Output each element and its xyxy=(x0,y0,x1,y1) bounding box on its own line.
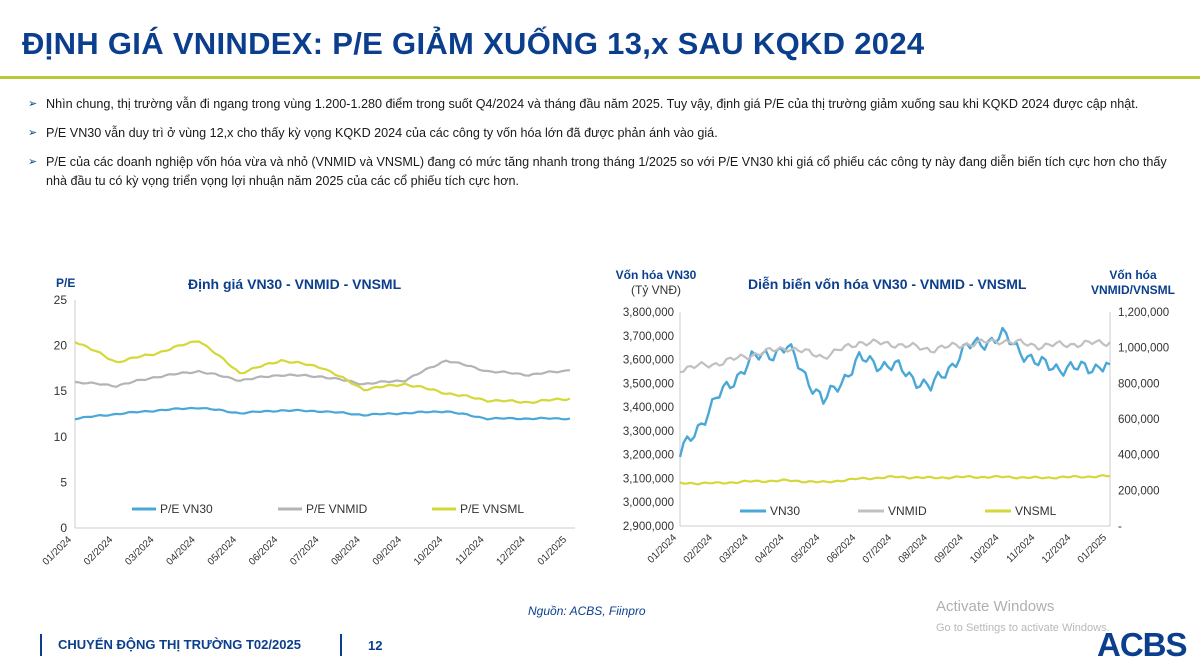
series-line-p-e-vn30 xyxy=(74,406,571,421)
title-divider xyxy=(0,76,1200,79)
bullet-text: Nhìn chung, thị trường vẫn đi ngang tron… xyxy=(46,97,1139,111)
x-tick-label: 01/2024 xyxy=(646,532,680,566)
left-y-tick-label: 3,700,000 xyxy=(623,331,674,343)
x-tick-label: 01/2025 xyxy=(536,534,570,568)
left-y-tick-label: 3,100,000 xyxy=(623,473,674,485)
bullet-item: ➢ Nhìn chung, thị trường vẫn đi ngang tro… xyxy=(28,95,1178,114)
x-tick-label: 12/2024 xyxy=(1040,532,1074,566)
chart1-title: Định giá VN30 - VNMID - VNSML xyxy=(188,276,402,292)
bullet-item: ➢ P/E của các doanh nghiệp vốn hóa vừa và… xyxy=(28,153,1178,191)
x-tick-label: 06/2024 xyxy=(825,532,859,566)
x-tick-label: 05/2024 xyxy=(206,534,240,568)
x-tick-label: 10/2024 xyxy=(412,534,446,568)
y-tick-label: 5 xyxy=(60,475,67,489)
activation-watermark-title: Activate Windows xyxy=(936,598,1055,615)
x-tick-label: 04/2024 xyxy=(753,532,787,566)
x-tick-label: 09/2024 xyxy=(932,532,966,566)
market-cap-chart: 2,900,000 3,000,000 3,100,000 3,200,000 3,30… xyxy=(623,307,1169,566)
series-line-vnsml xyxy=(679,474,1110,486)
left-y-tick-label: 3,800,000 xyxy=(623,307,674,319)
x-tick-label: 01/2025 xyxy=(1076,532,1110,566)
y-tick-label: 15 xyxy=(54,384,68,398)
footer-divider xyxy=(40,634,42,656)
left-y-tick-label: 3,600,000 xyxy=(623,355,674,367)
arrow-bullet-icon: ➢ xyxy=(28,127,38,139)
footer-title: CHUYỂN ĐỘNG THỊ TRƯỜNG T02/2025 xyxy=(58,637,301,652)
left-y-tick-label: 2,900,000 xyxy=(623,521,674,533)
chart2-ylabel-right-line2: VNMID/VNSML xyxy=(1091,283,1175,297)
x-tick-label: 02/2024 xyxy=(682,532,716,566)
x-tick-label: 06/2024 xyxy=(247,534,281,568)
x-tick-label: 11/2024 xyxy=(454,534,487,567)
source-note: Nguồn: ACBS, Fiinpro xyxy=(528,604,646,618)
chart2-title: Diễn biến vốn hóa VN30 - VNMID - VNSML xyxy=(748,276,1027,292)
series-line-vnmid xyxy=(679,338,1111,374)
y-tick-label: 25 xyxy=(54,293,68,307)
page-title: ĐỊNH GIÁ VNINDEX: P/E GIẢM XUỐNG 13,x SA… xyxy=(22,26,925,61)
legend-label: P/E VN30 xyxy=(160,502,213,516)
chart2-ylabel-right-line1: Vốn hóa xyxy=(1109,268,1157,282)
right-y-tick-label: - xyxy=(1118,521,1122,533)
x-tick-label: 07/2024 xyxy=(288,534,322,568)
arrow-bullet-icon: ➢ xyxy=(28,98,38,110)
left-y-tick-label: 3,400,000 xyxy=(623,402,674,414)
y-tick-label: 10 xyxy=(54,430,68,444)
legend-label: VNSML xyxy=(1015,504,1057,518)
bullet-text: P/E VN30 vẫn duy trì ở vùng 12,x cho thấ… xyxy=(46,126,718,140)
right-y-tick-label: 200,000 xyxy=(1118,485,1160,497)
x-tick-label: 07/2024 xyxy=(861,532,895,566)
right-y-tick-label: 800,000 xyxy=(1118,378,1160,390)
chart1-ylabel: P/E xyxy=(56,276,76,290)
pe-chart: 0 5 10 15 20 25 01/2024 02/2024 03/2024 04/2024 05… xyxy=(41,293,575,568)
legend-label: P/E VNMID xyxy=(306,502,368,516)
x-tick-label: 08/2024 xyxy=(897,532,931,566)
x-tick-label: 01/2024 xyxy=(41,534,75,568)
acbs-logo: ACBS xyxy=(1097,626,1188,663)
x-tick-label: 10/2024 xyxy=(968,532,1002,566)
left-y-tick-label: 3,200,000 xyxy=(623,450,674,462)
x-tick-label: 03/2024 xyxy=(123,534,157,568)
right-y-tick-label: 1,200,000 xyxy=(1118,307,1169,319)
x-tick-label: 02/2024 xyxy=(82,534,116,568)
x-tick-label: 09/2024 xyxy=(371,534,405,568)
legend-label: VNMID xyxy=(888,504,927,518)
x-tick-label: 04/2024 xyxy=(165,534,199,568)
right-y-tick-label: 1,000,000 xyxy=(1118,343,1169,355)
x-tick-label: 03/2024 xyxy=(717,532,751,566)
chart2-ylabel-left-line1: Vốn hóa VN30 xyxy=(615,268,697,282)
right-y-tick-label: 600,000 xyxy=(1118,414,1160,426)
right-y-tick-label: 400,000 xyxy=(1118,450,1160,462)
chart2-ylabel-left: Vốn hóa VN30 (Tỷ VNĐ) xyxy=(606,268,706,298)
bullet-list: ➢ Nhìn chung, thị trường vẫn đi ngang tro… xyxy=(28,95,1178,201)
page-number: 12 xyxy=(368,638,383,653)
chart2-ylabel-left-line2: (Tỷ VNĐ) xyxy=(631,283,681,297)
left-y-tick-label: 3,000,000 xyxy=(623,497,674,509)
left-y-tick-label: 3,500,000 xyxy=(623,378,674,390)
x-tick-label: 12/2024 xyxy=(495,534,529,568)
y-tick-label: 20 xyxy=(54,339,68,353)
series-line-p-e-vnmid xyxy=(74,359,571,388)
bullet-text: P/E của các doanh nghiệp vốn hóa vừa và … xyxy=(46,155,1167,188)
y-tick-label: 0 xyxy=(60,521,67,535)
bullet-item: ➢ P/E VN30 vẫn duy trì ở vùng 12,x cho th… xyxy=(28,124,1178,143)
activation-watermark-hint: Go to Settings to activate Windows. xyxy=(936,622,1110,634)
footer-divider xyxy=(340,634,342,656)
series-line-vn30 xyxy=(678,326,1111,458)
x-tick-label: 11/2024 xyxy=(1005,532,1038,565)
x-tick-label: 08/2024 xyxy=(330,534,364,568)
x-tick-label: 05/2024 xyxy=(789,532,823,566)
legend-label: P/E VNSML xyxy=(460,502,524,516)
series-line-p-e-vnsml xyxy=(74,340,571,404)
left-y-tick-label: 3,300,000 xyxy=(623,426,674,438)
chart2-ylabel-right: Vốn hóa VNMID/VNSML xyxy=(1078,268,1188,298)
legend-label: VN30 xyxy=(770,504,800,518)
arrow-bullet-icon: ➢ xyxy=(28,156,38,168)
